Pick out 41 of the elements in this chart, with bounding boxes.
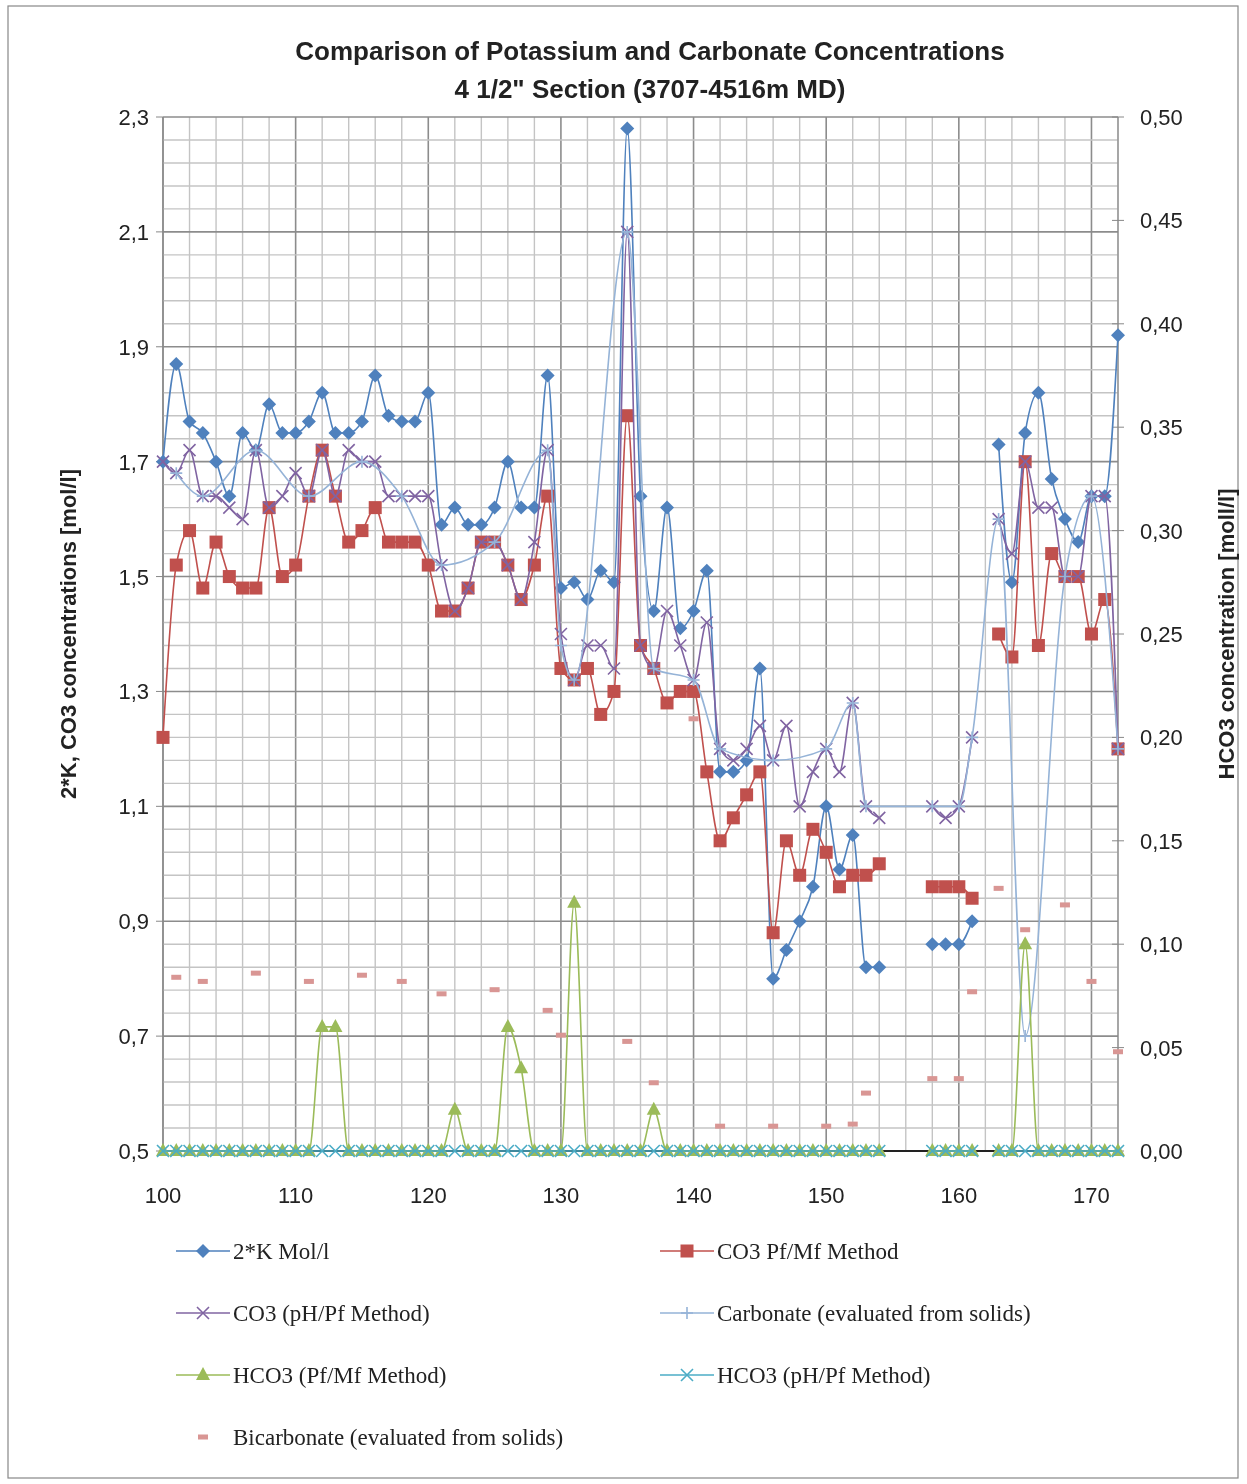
x-tick-label: 100 bbox=[144, 1183, 182, 1208]
x-tick-label: 140 bbox=[675, 1183, 712, 1208]
x-tick-label: 110 bbox=[278, 1183, 314, 1208]
point bbox=[1018, 1029, 1032, 1043]
y-tick-label: 0,7 bbox=[118, 1024, 149, 1050]
y2-tick-label: 0,00 bbox=[1140, 1139, 1183, 1164]
legend-label: CO3 (pH/Pf Method) bbox=[233, 1301, 430, 1326]
y-tick-label: 2,1 bbox=[118, 219, 149, 245]
y-tick-label: 1,3 bbox=[118, 679, 149, 705]
x-tick-label: 170 bbox=[1073, 1183, 1110, 1208]
legend-label: CO3 Pf/Mf Method bbox=[717, 1239, 899, 1264]
y2-tick-label: 0,05 bbox=[1140, 1035, 1183, 1061]
y-tick-label: 0,9 bbox=[118, 909, 149, 935]
y-tick-label: 1,5 bbox=[118, 564, 149, 590]
y2-tick-label: 0,35 bbox=[1140, 415, 1183, 441]
chart-title: Comparison of Potassium and Carbonate Concentrations 4 1/2" Section (3707-4516m MD) bbox=[295, 36, 1005, 104]
y2-tick-label: 0,50 bbox=[1140, 105, 1183, 130]
y-tick-label: 1,7 bbox=[118, 449, 149, 475]
y2-tick-label: 0,15 bbox=[1140, 828, 1183, 854]
x-tick-label: 130 bbox=[542, 1183, 580, 1208]
point bbox=[554, 638, 568, 653]
x-tick-label: 160 bbox=[940, 1183, 978, 1208]
y2-tick-label: 0,25 bbox=[1140, 622, 1183, 647]
y-tick-label: 1,1 bbox=[118, 794, 149, 820]
legend-label: HCO3 (pH/Pf Method) bbox=[717, 1363, 931, 1388]
x-tick-label: 120 bbox=[409, 1183, 447, 1208]
legend-label: Bicarbonate (evaluated from solids) bbox=[233, 1425, 564, 1450]
legend-label: Carbonate (evaluated from solids) bbox=[717, 1301, 1031, 1326]
y2-tick-label: 0,45 bbox=[1140, 208, 1183, 234]
y2-tick-label: 0,10 bbox=[1140, 932, 1183, 958]
x-tick-label: 150 bbox=[807, 1183, 845, 1208]
y2-tick-label: 0,40 bbox=[1140, 311, 1183, 337]
y-tick-label: 1,9 bbox=[118, 334, 149, 360]
y-tick-label: 2,3 bbox=[118, 105, 149, 130]
y2-tick-label: 0,30 bbox=[1140, 518, 1183, 544]
y2-tick-label: 0,20 bbox=[1140, 725, 1183, 751]
y2-axis-title: HCO3 concentration [moll/l] bbox=[1214, 488, 1239, 780]
legend-label: HCO3 (Pf/Mf Method) bbox=[233, 1363, 447, 1388]
y-axis-title: 2*K, CO3 concentrations [mol/l] bbox=[56, 468, 81, 800]
y-tick-label: 0,5 bbox=[118, 1139, 149, 1164]
legend-label: 2*K Mol/l bbox=[233, 1239, 330, 1264]
